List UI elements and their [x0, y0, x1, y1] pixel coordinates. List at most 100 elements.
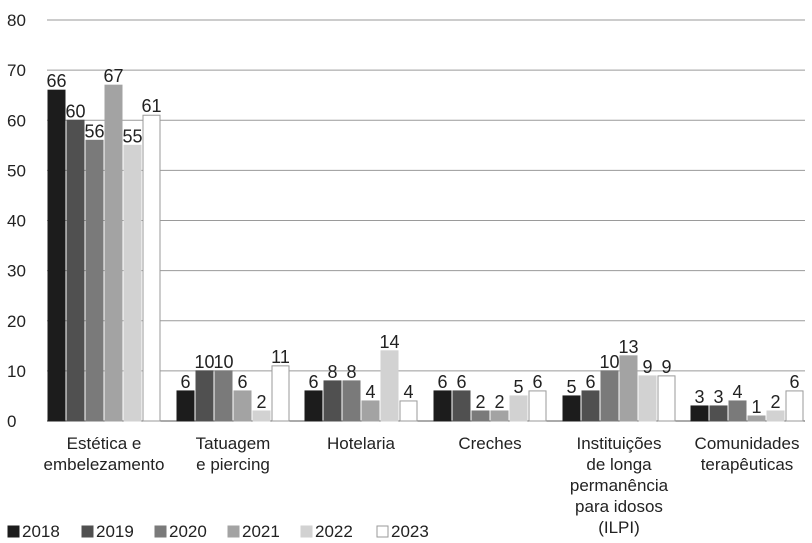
- bar-2020: [214, 370, 233, 422]
- category-label: Estética e embelezamento: [44, 434, 165, 474]
- bar-2019: [195, 370, 214, 422]
- legend: 2018 2019 2020 2021 2022 2023: [7, 522, 429, 541]
- y-tick-label: 30: [7, 262, 26, 281]
- category-label-line: terapêuticas: [701, 455, 794, 474]
- data-label: 66: [46, 71, 66, 91]
- category-label-line: de longa: [586, 455, 652, 474]
- data-label: 6: [789, 372, 799, 392]
- bar-2019: [452, 390, 471, 422]
- legend-swatch-2018: [7, 525, 20, 538]
- data-label: 56: [84, 121, 104, 141]
- bar-2022: [509, 395, 528, 422]
- data-label: 9: [661, 357, 671, 377]
- legend-swatch-2022: [300, 525, 313, 538]
- legend-swatch-2023: [376, 525, 389, 538]
- data-label: 61: [141, 96, 161, 116]
- y-tick-label: 0: [7, 412, 16, 431]
- data-label: 2: [475, 392, 485, 412]
- bar-2018: [304, 390, 323, 422]
- y-tick-label: 50: [7, 161, 26, 180]
- data-label: 8: [327, 362, 337, 382]
- bar-2021: [361, 400, 380, 422]
- category-label: Instituições de longa permanência para idos…: [570, 434, 669, 537]
- bar-2023: [399, 400, 418, 422]
- data-label: 14: [379, 332, 399, 352]
- legend-swatch-2021: [227, 525, 240, 538]
- data-label: 6: [308, 372, 318, 392]
- bar-2020: [600, 370, 619, 422]
- legend-label: 2020: [169, 522, 207, 541]
- data-label: 6: [437, 372, 447, 392]
- data-label: 4: [365, 382, 375, 402]
- data-label: 6: [456, 372, 466, 392]
- y-axis-ticks: 0 10 20 30 40 50 60 70 80: [7, 11, 26, 431]
- data-label: 2: [256, 392, 266, 412]
- legend-label: 2018: [22, 522, 60, 541]
- data-label: 55: [122, 126, 142, 146]
- data-label: 6: [585, 372, 595, 392]
- category-label: Hotelaria: [327, 434, 396, 453]
- y-tick-label: 10: [7, 362, 26, 381]
- bar-2021: [490, 410, 509, 422]
- data-label: 6: [237, 372, 247, 392]
- y-tick-label: 70: [7, 61, 26, 80]
- data-label: 5: [566, 377, 576, 397]
- data-label: 9: [642, 357, 652, 377]
- bar-2022: [252, 410, 271, 422]
- category-label-line: Tatuagem: [196, 434, 271, 453]
- bar-2023: [657, 375, 676, 422]
- bar-2019: [709, 405, 728, 422]
- category-label: Tatuagem e piercing: [196, 434, 271, 474]
- category-label: Comunidades terapêuticas: [695, 434, 800, 474]
- y-tick-label: 80: [7, 11, 26, 30]
- bar-2021: [233, 390, 252, 422]
- category-label-line: Creches: [458, 434, 521, 453]
- gridlines: [47, 19, 805, 422]
- bar-2020: [728, 400, 747, 422]
- legend-label: 2021: [242, 522, 280, 541]
- data-label: 2: [494, 392, 504, 412]
- category-label-line: permanência: [570, 476, 669, 495]
- data-label: 4: [732, 382, 742, 402]
- data-label: 6: [532, 372, 542, 392]
- bar-2019: [66, 119, 85, 422]
- category-label-line: Hotelaria: [327, 434, 396, 453]
- category-labels: Estética e embelezamento Tatuagem e piercin…: [44, 434, 800, 537]
- category-label-line: embelezamento: [44, 455, 165, 474]
- category-label-line: Estética e: [67, 434, 142, 453]
- data-label: 10: [194, 352, 214, 372]
- bar-2021: [747, 415, 766, 422]
- bar-2022: [766, 410, 785, 422]
- data-label: 67: [103, 66, 123, 86]
- bar-2021: [619, 355, 638, 422]
- data-label: 11: [271, 347, 290, 367]
- y-tick-label: 20: [7, 312, 26, 331]
- data-label: 60: [65, 101, 85, 121]
- bar-2018: [176, 390, 195, 422]
- legend-label: 2022: [315, 522, 353, 541]
- data-label: 3: [713, 387, 723, 407]
- data-label: 10: [213, 352, 233, 372]
- bar-2018: [690, 405, 709, 422]
- category-label-line: Instituições: [576, 434, 661, 453]
- legend-label: 2023: [391, 522, 429, 541]
- bar-2022: [123, 144, 142, 422]
- category-label: Creches: [458, 434, 521, 453]
- bar-2020: [342, 380, 361, 422]
- bar-2023: [785, 390, 804, 422]
- legend-swatch-2020: [154, 525, 167, 538]
- bar-2022: [380, 350, 399, 422]
- bar-2023: [528, 390, 547, 422]
- category-label-line: e piercing: [196, 455, 270, 474]
- bar-2021: [104, 84, 123, 422]
- data-label: 1: [751, 397, 761, 417]
- data-label: 4: [403, 382, 413, 402]
- data-label: 2: [770, 392, 780, 412]
- bar-2020: [85, 139, 104, 422]
- category-label-line: para idosos: [575, 497, 663, 516]
- data-label: 5: [513, 377, 523, 397]
- legend-swatch-2019: [81, 525, 94, 538]
- category-label-line: Comunidades: [695, 434, 800, 453]
